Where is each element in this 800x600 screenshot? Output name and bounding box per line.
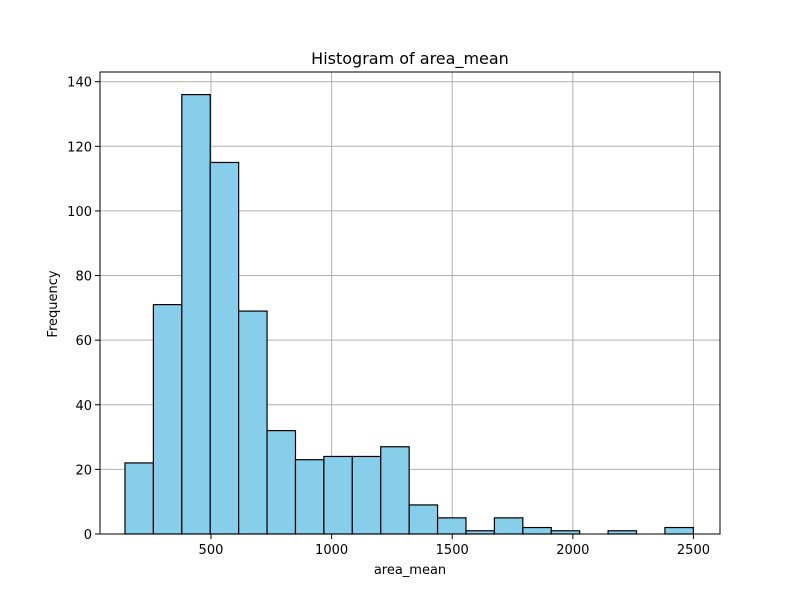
histogram-bar xyxy=(380,446,410,535)
histogram-bars xyxy=(124,94,694,535)
x-tick-label: 2000 xyxy=(556,543,589,558)
y-tick-label: 140 xyxy=(67,76,92,91)
histogram-bar xyxy=(436,517,467,535)
y-tick-label: 80 xyxy=(75,270,92,285)
y-axis-label: Frequency xyxy=(46,270,61,337)
x-tick-label: 1500 xyxy=(436,543,469,558)
histogram-bar xyxy=(209,161,240,535)
y-tick-label: 0 xyxy=(84,528,92,543)
histogram-bar xyxy=(351,455,382,535)
histogram-bar xyxy=(323,455,353,535)
plot-frame xyxy=(99,71,721,535)
y-tick-label: 120 xyxy=(67,140,92,155)
histogram-bar xyxy=(181,94,211,535)
histogram-bar xyxy=(408,504,439,535)
chart-title: Histogram of area_mean xyxy=(311,49,509,69)
y-tick-label: 20 xyxy=(75,463,92,478)
x-axis-label: area_mean xyxy=(374,563,446,578)
histogram-bar xyxy=(238,310,268,535)
histogram-bar xyxy=(152,304,183,535)
histogram-bar xyxy=(266,430,297,535)
y-tick-label: 60 xyxy=(75,334,92,349)
histogram-bar xyxy=(294,459,325,535)
y-tick-label: 40 xyxy=(75,399,92,414)
x-tick-label: 1000 xyxy=(315,543,348,558)
histogram-bar xyxy=(493,517,524,535)
x-tick-label: 500 xyxy=(199,543,224,558)
histogram-bar xyxy=(124,462,154,535)
histogram-bar xyxy=(664,526,694,535)
axis-ticks: 500 1000 1500 2000 2500 0 20 40 60 80 100 120 140 xyxy=(67,76,710,558)
x-tick-label: 2500 xyxy=(677,543,710,558)
y-tick-label: 100 xyxy=(67,205,92,220)
histogram-bar xyxy=(522,526,552,535)
